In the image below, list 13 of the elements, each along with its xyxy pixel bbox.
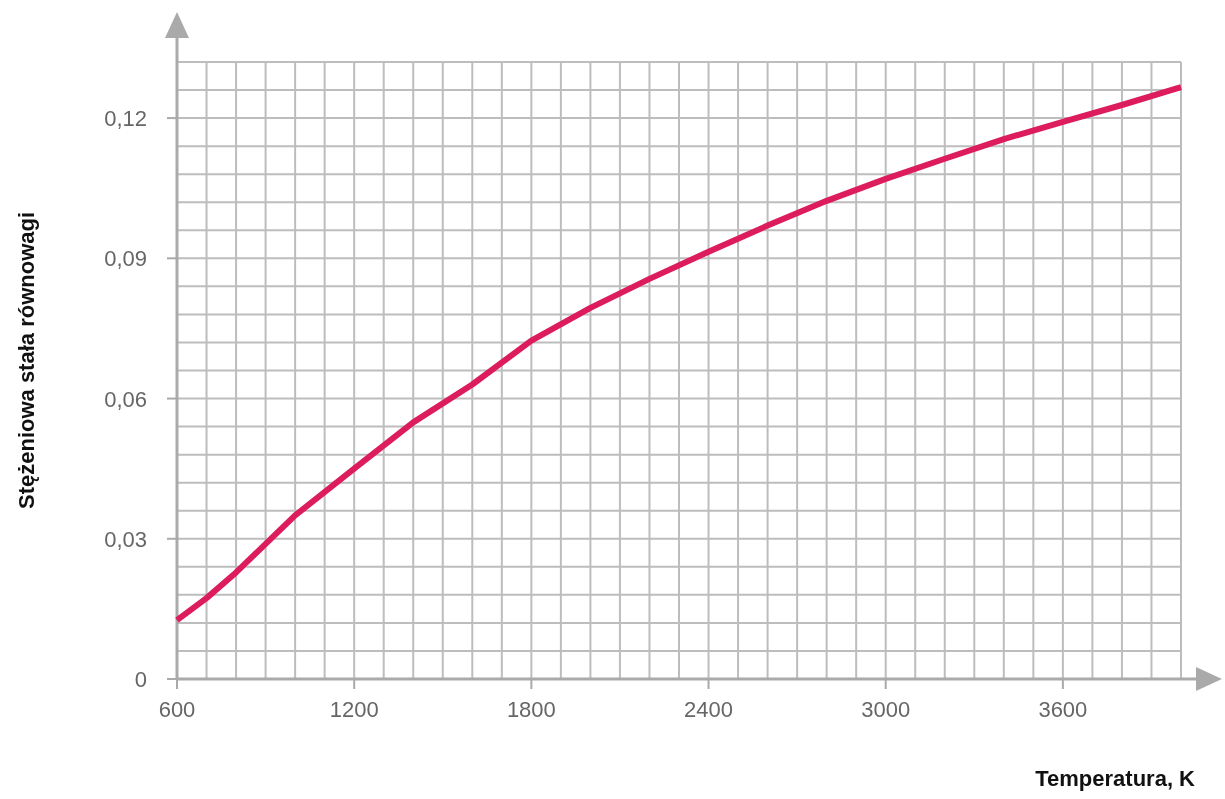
x-axis-title: Temperatura, K	[1035, 766, 1196, 791]
y-tick-label: 0,12	[104, 106, 147, 132]
y-tick-label: 0,09	[104, 246, 147, 272]
y-tick-label: 0,03	[104, 526, 147, 552]
y-tick-label: 0	[134, 667, 147, 692]
x-tick-label: 3600	[1038, 697, 1088, 722]
y-tick-label: 0,06	[104, 386, 147, 412]
x-tick-label: 600	[158, 697, 196, 722]
x-tick-label: 1800	[506, 697, 556, 722]
y-axis-title: Stężeniowa stała równowagi	[14, 211, 39, 510]
x-tick-label: 1200	[329, 697, 379, 722]
x-tick-label: 3000	[861, 697, 911, 722]
x-tick-label: 2400	[684, 697, 734, 722]
